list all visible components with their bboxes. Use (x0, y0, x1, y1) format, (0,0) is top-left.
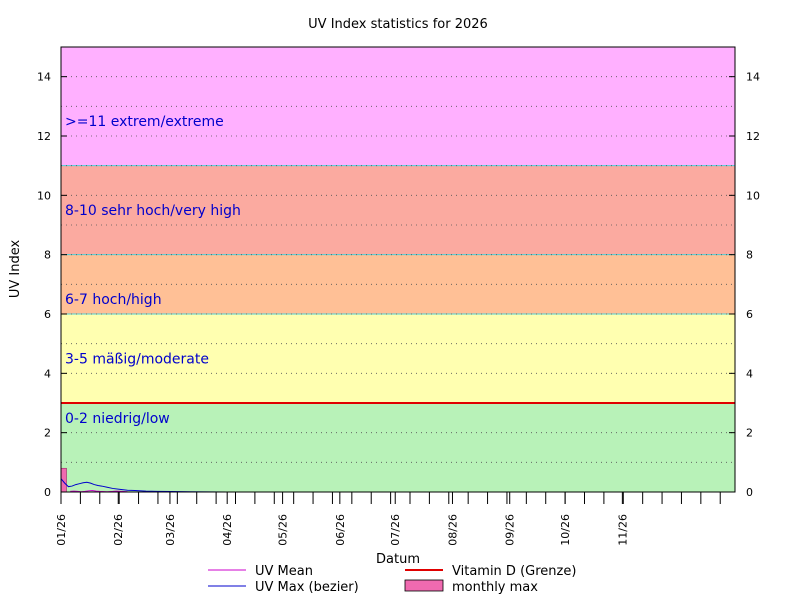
x-tick-label-3: 04/26 (221, 514, 234, 546)
y-tick-label-right-7: 14 (746, 71, 760, 84)
y-tick-label-right-2: 4 (746, 367, 753, 380)
legend-label-3: monthly max (452, 580, 538, 595)
band-labels: 0-2 niedrig/low 3-5 mäßig/moderate 6-7 hoc… (65, 114, 241, 427)
band-label-1: 3-5 mäßig/moderate (65, 352, 209, 368)
y-tick-label-left-3: 6 (44, 308, 51, 321)
y-tick-label-left-1: 2 (44, 427, 51, 440)
x-tick-label-10: 11/26 (616, 514, 629, 546)
y-tick-label-left-2: 4 (44, 367, 51, 380)
x-tick-label-5: 06/26 (334, 514, 347, 546)
y-tick-label-left-0: 0 (44, 486, 51, 499)
legend-swatch-3 (404, 579, 444, 592)
y-axis-label: UV Index (8, 240, 23, 299)
x-tick-label-4: 05/26 (277, 514, 290, 546)
x-axis-label: Datum (376, 552, 420, 567)
legend-label-0: UV Mean (255, 564, 313, 579)
x-tick-label-6: 07/26 (389, 514, 402, 546)
series-line-uv-max-bezier- (60, 478, 228, 493)
legend-label-1: UV Max (bezier) (255, 580, 359, 595)
plot-frame (60, 46, 736, 493)
uv-band-0 (61, 403, 735, 492)
y-tick-label-right-4: 8 (746, 249, 753, 262)
uv-band-1 (61, 314, 735, 403)
band-label-4: >=11 extrem/extreme (65, 114, 224, 130)
uv-bands (61, 47, 735, 492)
band-label-2: 6-7 hoch/high (65, 292, 162, 308)
band-label-0: 0-2 niedrig/low (65, 411, 170, 427)
y-tick-label-right-0: 0 (746, 486, 753, 499)
y-tick-label-right-5: 10 (746, 189, 760, 202)
y-tick-label-left-7: 14 (37, 71, 51, 84)
uv-band-4 (61, 47, 735, 166)
x-tick-label-0: 01/26 (55, 514, 68, 546)
x-tick-label-7: 08/26 (446, 514, 459, 546)
y-tick-label-right-6: 12 (746, 130, 760, 143)
y-tick-label-left-6: 12 (37, 130, 51, 143)
y-tick-label-right-3: 6 (746, 308, 753, 321)
series-lines (60, 478, 228, 493)
x-tick-label-1: 02/26 (112, 514, 125, 546)
chart-title: UV Index statistics for 2026 (308, 17, 488, 32)
band-label-3: 8-10 sehr hoch/very high (65, 203, 241, 219)
y-tick-label-left-4: 8 (44, 249, 51, 262)
uv-band-2 (61, 254, 735, 314)
uv-band-3 (61, 165, 735, 255)
x-tick-label-2: 03/26 (164, 514, 177, 546)
axes: 0 0 2 2 4 4 6 6 8 8 10 10 12 12 14 14 01/26 02/26 03/26 04/… (37, 46, 760, 546)
x-tick-label-9: 10/26 (559, 514, 572, 546)
y-tick-label-left-5: 10 (37, 189, 51, 202)
legend-label-2: Vitamin D (Grenze) (452, 564, 576, 579)
series-line-uv-mean (70, 490, 128, 493)
x-tick-label-8: 09/26 (504, 514, 517, 546)
y-tick-label-right-1: 2 (746, 427, 753, 440)
